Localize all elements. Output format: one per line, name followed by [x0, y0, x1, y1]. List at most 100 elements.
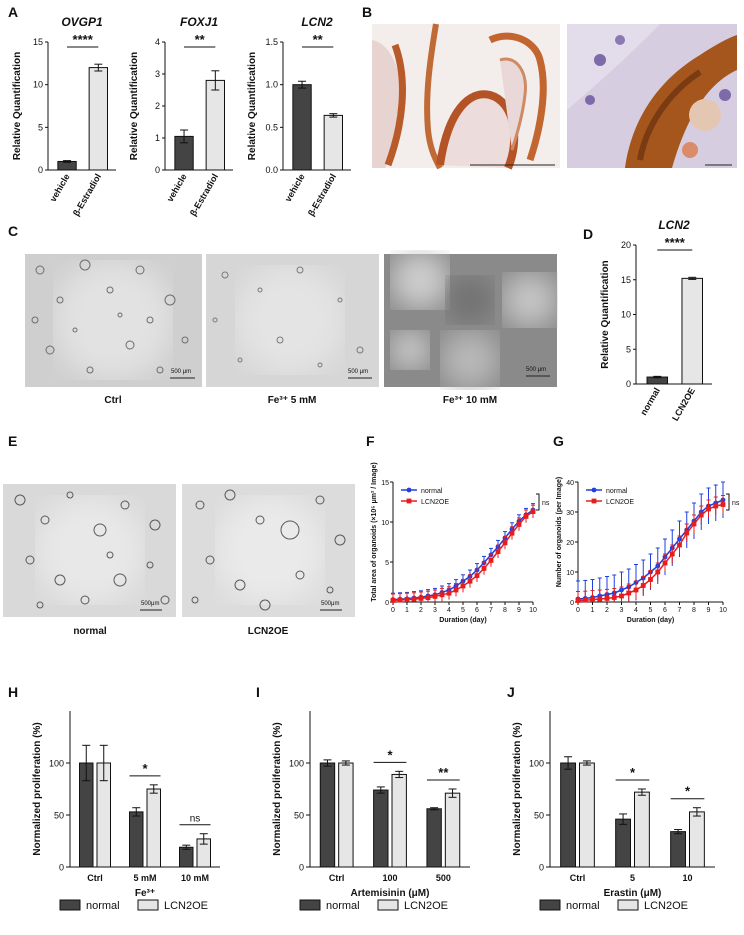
x-tick-label: Ctrl — [329, 873, 345, 883]
legend-swatch — [539, 899, 561, 911]
x-tick-label: vehicle — [283, 172, 307, 203]
legend-label: LCN2OE — [606, 499, 634, 506]
chart-g-organoid-count: 0 10 20 30 40 0 1 2 3 4 5 6 7 8 9 10 Duration (day) Numbe… — [556, 477, 740, 624]
x-tick-label: 7 — [678, 607, 682, 614]
panel-label-h: H — [8, 684, 18, 700]
series-line — [392, 510, 534, 602]
caption-normal: normal — [73, 626, 107, 637]
scale-bar-label: 500 μm — [348, 369, 368, 375]
bar — [615, 818, 632, 868]
y-axis-label: Normalized proliferation (%) — [32, 722, 43, 855]
bar — [179, 846, 194, 868]
panel-label-e: E — [8, 433, 17, 449]
y-tick-label: 15 — [33, 37, 43, 47]
y-tick-label: 0 — [539, 863, 544, 873]
legend-marker — [591, 487, 597, 493]
caption-fe-5mm: Fe³⁺ 5 mM — [268, 395, 317, 406]
series-line — [577, 503, 724, 602]
micrograph-lcn2oe: 500μm — [182, 484, 355, 617]
chart-a-ovgp1: OVGP1 0 5 10 15 Relative Quantification vehicl… — [12, 15, 116, 218]
y-axis-label: Normalized proliferation (%) — [272, 722, 283, 855]
x-tick-label: 100 — [382, 873, 397, 883]
chart-a-lcn2: LCN2 0.0 0.5 1.0 1.5 Relative Quantification v… — [247, 15, 351, 218]
legend-label: LCN2OE — [421, 499, 449, 506]
y-tick-label: 10 — [621, 310, 631, 320]
chart-a-foxj1: FOXJ1 0 1 2 3 4 Relative Quantification vehicle… — [129, 15, 233, 218]
x-axis-label: Erastin (μM) — [604, 888, 662, 899]
legend-label: LCN2OE — [404, 900, 448, 912]
y-tick-label: 10 — [566, 570, 574, 577]
bar — [129, 811, 144, 868]
y-tick-label: 15 — [621, 275, 631, 285]
x-tick-label: 1 — [405, 607, 409, 614]
y-tick-label: 100 — [529, 759, 544, 769]
y-tick-label: 4 — [155, 37, 160, 47]
panel-label-g: G — [553, 433, 564, 449]
x-tick-label: 5 mM — [133, 873, 156, 883]
significance-marker: * — [142, 761, 148, 776]
micrograph-fe-10mm: 500 μm — [384, 250, 558, 390]
x-tick-label: 0 — [391, 607, 395, 614]
scale-bar-label: 500 μm — [171, 369, 191, 375]
panel-label-j: J — [507, 684, 515, 700]
scale-bar-label: 500μm — [141, 601, 159, 607]
legend-label: LCN2OE — [644, 900, 688, 912]
x-tick-label: 10 — [529, 607, 537, 614]
y-tick-label: 100 — [49, 759, 64, 769]
bar — [338, 762, 354, 868]
y-tick-label: 1.0 — [265, 80, 278, 90]
y-tick-label: 1.5 — [265, 37, 278, 47]
x-tick-label: 7 — [489, 607, 493, 614]
x-tick-label: 6 — [663, 607, 667, 614]
y-tick-label: 5 — [626, 344, 631, 354]
micrograph-ctrl: 500 μm — [25, 254, 202, 387]
panel-label-f: F — [366, 433, 375, 449]
bar — [689, 811, 705, 868]
x-axis-label: Duration (day) — [627, 617, 674, 624]
significance-marker: ** — [313, 32, 324, 47]
significance-marker: **** — [73, 32, 94, 47]
x-tick-label: 10 — [719, 607, 727, 614]
x-tick-label: 500 — [436, 873, 451, 883]
y-tick-label: 15 — [381, 480, 389, 487]
x-tick-label: β-Estradiol — [306, 172, 338, 218]
y-tick-label: 10 — [33, 80, 43, 90]
bar — [292, 84, 312, 171]
significance-marker: * — [387, 747, 393, 762]
x-tick-label: 3 — [433, 607, 437, 614]
bar — [319, 762, 336, 868]
legend-marker — [591, 498, 597, 504]
x-tick-label: normal — [638, 386, 662, 417]
x-tick-label: Ctrl — [87, 873, 103, 883]
legend-marker — [406, 487, 412, 493]
bar — [88, 67, 108, 171]
x-tick-label: 4 — [634, 607, 638, 614]
scale-bar-label: 500μm — [321, 601, 339, 607]
y-axis-label: Relative Quantification — [129, 52, 140, 160]
chart-title: LCN2 — [658, 218, 690, 232]
y-axis-label: Relative Quantification — [12, 52, 23, 160]
y-tick-label: 10 — [381, 520, 389, 527]
x-tick-label: 3 — [620, 607, 624, 614]
x-tick-label: 10 mM — [181, 873, 209, 883]
significance-bracket — [726, 493, 730, 511]
legend-label: normal — [606, 488, 628, 495]
significance-marker: * — [630, 765, 636, 780]
x-tick-label: 4 — [447, 607, 451, 614]
significance-bracket — [536, 493, 540, 511]
panel-label-c: C — [8, 223, 18, 239]
bar — [579, 762, 595, 868]
x-axis-label: Duration (day) — [439, 617, 486, 624]
x-axis-label: Artemisinin (μM) — [351, 888, 430, 899]
x-tick-label: 1 — [591, 607, 595, 614]
y-axis-label: Normalized proliferation (%) — [512, 722, 523, 855]
x-tick-label: 8 — [692, 607, 696, 614]
y-tick-label: 3 — [155, 69, 160, 79]
bar — [634, 791, 650, 868]
bar — [391, 773, 407, 868]
legend-swatch — [137, 899, 159, 911]
chart-i-artemisinin: 0 50 100 Normalized proliferation (%) Ctrl 10… — [272, 711, 470, 912]
y-tick-label: 0 — [299, 863, 304, 873]
y-axis-label: Relative Quantification — [600, 260, 611, 368]
